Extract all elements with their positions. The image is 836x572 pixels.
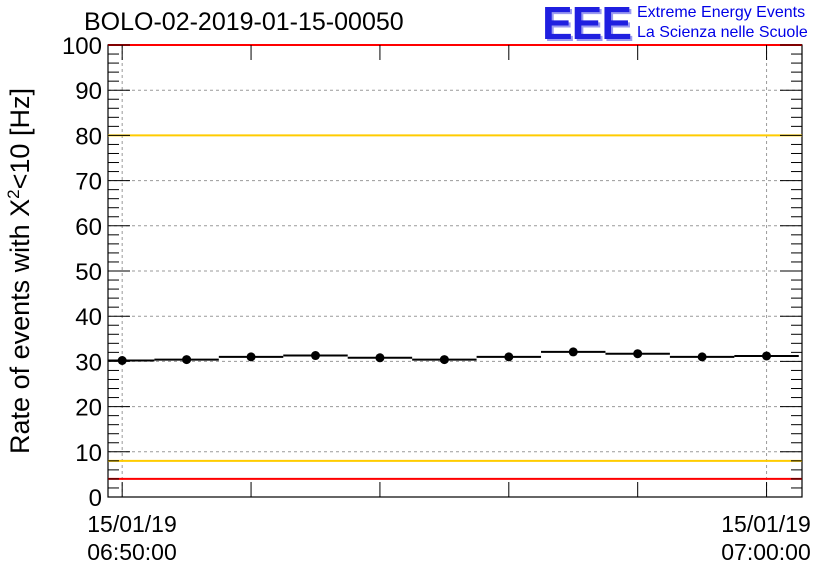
y-tick-label: 30 — [75, 349, 102, 376]
y-tick-label: 20 — [75, 395, 102, 422]
x-tick-label-first-time: 06:50:00 — [87, 539, 177, 565]
y-tick-label: 40 — [75, 304, 102, 331]
data-point — [310, 351, 320, 361]
data-point — [504, 352, 514, 362]
y-tick-label: 90 — [75, 78, 102, 105]
y-tick-label: 100 — [62, 33, 102, 60]
data-point — [762, 351, 772, 361]
y-tick-label: 10 — [75, 440, 102, 467]
logo-caption-line-2: La Scienza nelle Scuole — [637, 24, 808, 41]
logo-caption: Extreme Energy Events La Scienza nelle S… — [637, 3, 808, 43]
data-point — [633, 349, 643, 359]
data-point — [375, 353, 385, 363]
x-tick-label-last: 15/01/19 07:00:00 — [706, 510, 826, 566]
data-point — [568, 347, 578, 357]
x-tick-label-first: 15/01/19 06:50:00 — [72, 510, 192, 566]
chart-title: BOLO-02-2019-01-15-00050 — [84, 8, 404, 36]
data-point — [246, 352, 256, 362]
x-tick-label-first-date: 15/01/19 — [87, 511, 177, 537]
data-point — [117, 355, 127, 365]
data-point — [182, 355, 192, 365]
y-tick-label: 80 — [75, 123, 102, 150]
logo-caption-line-1: Extreme Energy Events — [637, 4, 806, 21]
y-tick-label: 60 — [75, 214, 102, 241]
y-axis-label-sup: 2 — [4, 189, 23, 199]
y-tick-label: 70 — [75, 169, 102, 196]
y-axis-label-tail: <10 [Hz] — [5, 88, 35, 190]
axis-ticks — [108, 44, 802, 498]
y-tick-labels: 0 10 20 30 40 50 60 70 80 90 100 — [62, 33, 102, 512]
data-point — [439, 355, 449, 365]
y-tick-label: 50 — [75, 259, 102, 286]
y-axis-label: Rate of events with X2<10 [Hz] — [4, 88, 36, 454]
grid-lines — [108, 45, 802, 497]
x-tick-label-last-date: 15/01/19 — [721, 511, 811, 537]
reference-lines — [108, 44, 802, 480]
y-axis-label-main: Rate of events with X — [5, 198, 35, 454]
x-tick-label-last-time: 07:00:00 — [721, 539, 811, 565]
eee-logo: EEE — [542, 0, 632, 49]
data-series — [108, 347, 799, 365]
y-tick-label: 0 — [89, 485, 102, 512]
data-point — [697, 352, 707, 362]
